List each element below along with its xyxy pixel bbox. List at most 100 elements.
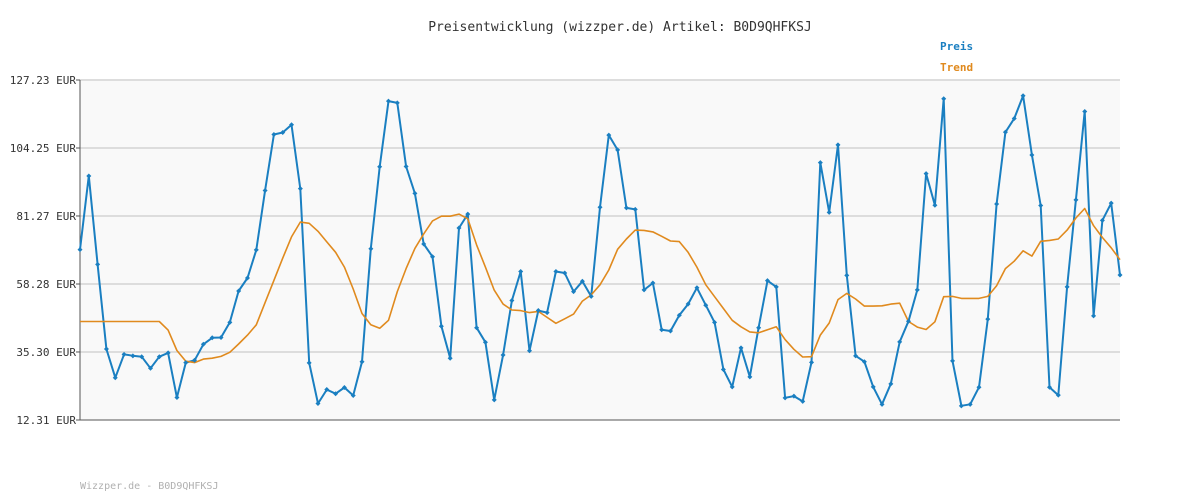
data-point-preis bbox=[244, 275, 250, 281]
data-point-preis bbox=[438, 323, 444, 329]
data-point-preis bbox=[817, 160, 823, 166]
data-point-preis bbox=[121, 351, 127, 357]
data-point-preis bbox=[756, 325, 762, 331]
data-point-preis bbox=[324, 387, 330, 393]
data-point-preis bbox=[632, 206, 638, 212]
data-point-preis bbox=[253, 247, 259, 253]
data-point-preis bbox=[297, 186, 303, 192]
data-point-preis bbox=[377, 164, 383, 170]
y-tick-label: 35.30 EUR bbox=[16, 346, 76, 359]
data-point-preis bbox=[994, 201, 1000, 207]
data-point-preis bbox=[165, 350, 171, 356]
data-point-preis bbox=[333, 391, 339, 397]
data-point-preis bbox=[606, 132, 612, 138]
data-point-preis bbox=[103, 346, 109, 352]
data-point-preis bbox=[588, 293, 594, 299]
data-point-preis bbox=[668, 328, 674, 334]
data-point-preis bbox=[482, 339, 488, 345]
data-point-preis bbox=[676, 312, 682, 318]
data-point-preis bbox=[861, 359, 867, 365]
data-point-preis bbox=[1011, 116, 1017, 122]
data-point-preis bbox=[412, 190, 418, 196]
data-point-preis bbox=[853, 353, 859, 359]
data-point-preis bbox=[712, 319, 718, 325]
data-point-preis bbox=[403, 163, 409, 169]
data-point-preis bbox=[156, 354, 162, 360]
data-point-preis bbox=[914, 287, 920, 293]
data-point-preis bbox=[835, 142, 841, 148]
data-point-preis bbox=[985, 316, 991, 322]
data-point-preis bbox=[183, 360, 189, 366]
data-point-preis bbox=[1108, 200, 1114, 206]
data-point-preis bbox=[130, 353, 136, 359]
data-point-preis bbox=[571, 289, 577, 295]
data-point-preis bbox=[174, 395, 180, 401]
y-tick-label: 104.25 EUR bbox=[10, 142, 77, 155]
data-point-preis bbox=[1020, 93, 1026, 99]
data-point-preis bbox=[782, 395, 788, 401]
data-point-preis bbox=[421, 241, 427, 247]
data-point-preis bbox=[1091, 313, 1097, 319]
data-point-preis bbox=[139, 354, 145, 360]
data-point-preis bbox=[456, 225, 462, 231]
plot-area bbox=[80, 80, 1120, 420]
data-point-preis bbox=[1002, 129, 1008, 135]
data-point-preis bbox=[720, 366, 726, 372]
data-point-preis bbox=[209, 335, 215, 341]
data-point-preis bbox=[218, 334, 224, 340]
data-point-preis bbox=[800, 398, 806, 404]
data-point-preis bbox=[430, 254, 436, 260]
data-point-preis bbox=[509, 298, 515, 304]
data-point-preis bbox=[579, 278, 585, 284]
data-point-preis bbox=[809, 359, 815, 365]
data-point-preis bbox=[694, 285, 700, 291]
y-tick-label: 58.28 EUR bbox=[16, 278, 76, 291]
data-point-preis bbox=[518, 269, 524, 275]
data-point-preis bbox=[86, 173, 92, 179]
data-point-preis bbox=[500, 352, 506, 358]
data-point-preis bbox=[368, 246, 374, 252]
data-point-preis bbox=[112, 375, 118, 381]
data-point-preis bbox=[359, 359, 365, 365]
data-point-preis bbox=[192, 357, 198, 363]
data-point-preis bbox=[897, 339, 903, 345]
data-point-preis bbox=[474, 325, 480, 331]
legend-entry-trend: Trend bbox=[940, 61, 974, 74]
data-point-preis bbox=[1117, 272, 1123, 278]
data-point-preis bbox=[703, 302, 709, 308]
y-tick-label: 12.31 EUR bbox=[16, 414, 76, 427]
data-point-preis bbox=[306, 360, 312, 366]
data-point-preis bbox=[200, 341, 206, 347]
data-point-preis bbox=[350, 392, 356, 398]
legend-entry-preis: Preis bbox=[940, 40, 974, 53]
y-tick-label: 127.23 EUR bbox=[10, 74, 77, 87]
data-point-preis bbox=[659, 327, 665, 333]
data-point-preis bbox=[236, 288, 242, 294]
data-point-preis bbox=[544, 310, 550, 316]
data-point-preis bbox=[826, 209, 832, 215]
data-point-preis bbox=[280, 129, 286, 135]
data-point-preis bbox=[967, 401, 973, 407]
data-point-preis bbox=[341, 384, 347, 390]
data-point-preis bbox=[905, 318, 911, 324]
data-point-preis bbox=[764, 278, 770, 284]
data-point-preis bbox=[623, 205, 629, 211]
data-point-preis bbox=[1046, 384, 1052, 390]
data-point-preis bbox=[950, 358, 956, 364]
data-point-preis bbox=[1099, 217, 1105, 223]
data-point-preis bbox=[95, 261, 101, 267]
series-line-trend bbox=[80, 207, 1121, 364]
y-tick-label: 81.27 EUR bbox=[16, 210, 76, 223]
data-point-preis bbox=[77, 247, 83, 253]
data-point-preis bbox=[289, 122, 295, 128]
data-point-preis bbox=[747, 374, 753, 380]
chart-title: Preisentwicklung (wizzper.de) Artikel: B… bbox=[428, 20, 812, 35]
data-point-preis bbox=[394, 100, 400, 106]
data-point-preis bbox=[791, 393, 797, 399]
data-point-preis bbox=[262, 187, 268, 193]
data-point-preis bbox=[1055, 392, 1061, 398]
data-point-preis bbox=[879, 401, 885, 407]
data-point-preis bbox=[958, 403, 964, 409]
data-point-preis bbox=[729, 384, 735, 390]
